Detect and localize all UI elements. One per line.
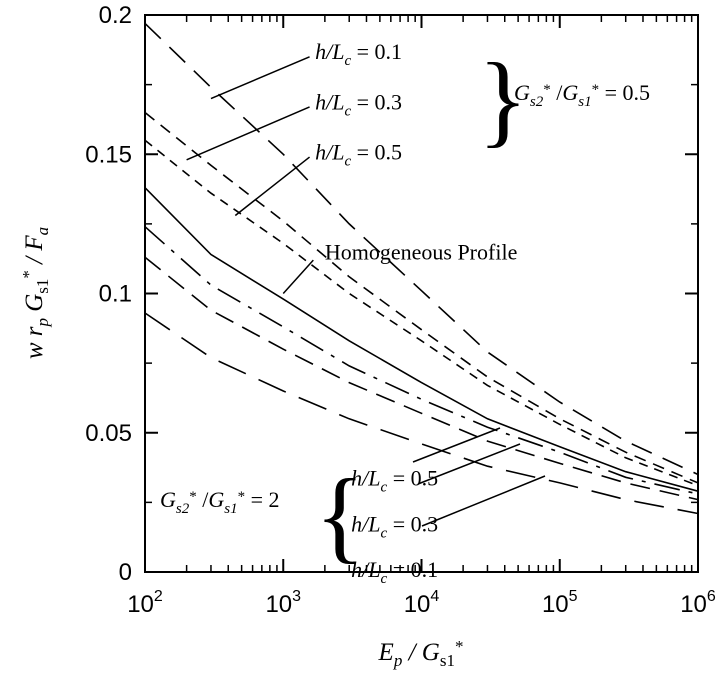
x-axis-title: Ep / Gs1*: [378, 637, 464, 670]
tick-labels: 102 103 104 105 106 0 0.05 0.1 0.15 0.2: [85, 2, 716, 618]
leader-l1: [412, 427, 501, 463]
lower-group-label: Gs2* /Gs1* = 2: [160, 487, 280, 517]
y-axis-title: w rp Gs1* / Fa: [19, 227, 52, 359]
annotation-u1: h/Lc = 0.1: [315, 39, 402, 69]
series-line-5: [144, 226, 699, 495]
leader-u1: [210, 56, 310, 100]
annotation-u2: h/Lc = 0.3: [315, 89, 402, 119]
x-tick-label: 104: [404, 588, 440, 618]
annotation-leaders: [186, 56, 314, 295]
annotation-l3: h/Lc = 0.1: [351, 557, 438, 587]
upper-group-label: Gs2* /Gs1* = 0.5: [514, 80, 650, 110]
ticks: [144, 14, 699, 573]
x-tick-label: 105: [542, 588, 578, 618]
series-line-2: [144, 22, 699, 476]
series-line-1: [144, 187, 699, 492]
leader-u2: [186, 106, 310, 161]
series-line-4: [144, 139, 699, 487]
upper-brace: }: [478, 42, 528, 157]
series-line-3: [144, 111, 699, 484]
series-line-6: [144, 256, 699, 501]
annotation-l1: h/Lc = 0.5: [351, 465, 438, 495]
x-tick-label: 103: [265, 588, 301, 618]
annotations: Homogeneous Profile h/Lc = 0.1 h/Lc = 0.3 h…: [315, 39, 517, 587]
y-tick-label: 0: [119, 559, 132, 586]
y-tick-label: 0.1: [99, 281, 132, 308]
lower-brace: {: [315, 458, 365, 573]
y-tick-label: 0.15: [85, 141, 132, 168]
y-tick-label: 0.05: [85, 420, 132, 447]
leader-l3: [421, 475, 546, 527]
x-tick-label: 106: [680, 588, 716, 618]
annotation-u3: h/Lc = 0.5: [315, 139, 402, 169]
annotation-l2: h/Lc = 0.3: [351, 511, 438, 541]
annotation-hom: Homogeneous Profile: [325, 240, 517, 265]
leader-u3: [234, 156, 311, 217]
y-tick-label: 0.2: [99, 2, 132, 29]
x-tick-label: 102: [127, 588, 163, 618]
curves: [144, 22, 699, 515]
series-line-7: [144, 312, 699, 515]
leader-l2: [417, 443, 521, 485]
leader-hom: [282, 259, 314, 295]
